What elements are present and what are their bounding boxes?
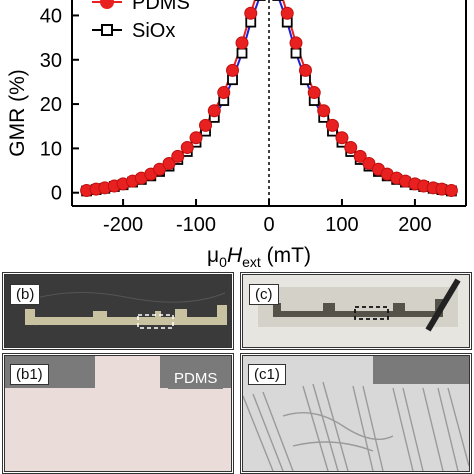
data-point-pdms — [344, 141, 358, 155]
x-tick-label: 0 — [263, 214, 274, 236]
data-point-pdms — [289, 36, 303, 50]
panel-c1-label: (c1) — [248, 364, 286, 385]
data-point-pdms — [217, 86, 231, 100]
data-point-pdms — [162, 156, 176, 170]
panel-c1-image — [243, 356, 469, 471]
panel-c-image — [243, 275, 469, 347]
data-point-pdms — [199, 118, 213, 132]
x-tick-label: 200 — [398, 214, 431, 236]
panel-c-label: (c) — [249, 284, 279, 305]
data-point-pdms — [280, 6, 294, 20]
data-point-pdms — [362, 156, 376, 170]
data-point-pdms — [226, 63, 240, 77]
panel-c: (c) — [240, 272, 472, 350]
panel-b1-pdms-label: PDMS — [168, 368, 224, 389]
legend-marker-siox — [101, 24, 113, 36]
data-point-pdms — [298, 63, 312, 77]
data-point-pdms — [235, 36, 249, 50]
panel-b-label: (b) — [10, 284, 41, 305]
y-tick-label: 40 — [40, 5, 62, 27]
panel-b: (b) — [2, 272, 234, 350]
data-point-pdms — [317, 104, 331, 118]
x-tick-label: 100 — [325, 214, 358, 236]
data-point-pdms — [244, 6, 258, 20]
data-point-pdms — [444, 183, 458, 197]
data-point-pdms — [189, 131, 203, 145]
data-point-pdms — [353, 149, 367, 163]
data-point-pdms — [153, 162, 167, 176]
data-point-pdms — [335, 131, 349, 145]
x-axis-label: μ0Hext (mT) — [207, 244, 311, 270]
y-tick-label: 10 — [40, 138, 62, 160]
data-point-pdms — [171, 149, 185, 163]
y-tick-label: 0 — [51, 183, 62, 205]
data-point-pdms — [307, 86, 321, 100]
data-point-siox — [236, 47, 248, 59]
data-point-pdms — [325, 118, 339, 132]
data-point-pdms — [207, 104, 221, 118]
gmr-chart: 0 10 20 30 40 -200 -100 0 100 200 GMR (%) μ0Hext (m… — [6, 0, 467, 270]
y-axis-label: GMR (%) — [6, 69, 29, 157]
x-tick-label: -100 — [176, 214, 216, 236]
panel-b1: (b1) PDMS — [2, 353, 234, 474]
panel-b-image — [5, 275, 231, 347]
legend-label-pdms: PDMS — [132, 0, 190, 14]
x-tick-label: -200 — [103, 214, 143, 236]
panel-b1-label: (b1) — [10, 364, 49, 385]
legend-label-siox: SiOx — [132, 20, 175, 42]
legend-marker-pdms — [100, 0, 114, 9]
panel-c1: (c1) — [240, 353, 472, 474]
y-tick-label: 20 — [40, 94, 62, 116]
y-tick-label: 30 — [40, 50, 62, 72]
data-point-siox — [290, 47, 302, 59]
data-point-pdms — [180, 141, 194, 155]
